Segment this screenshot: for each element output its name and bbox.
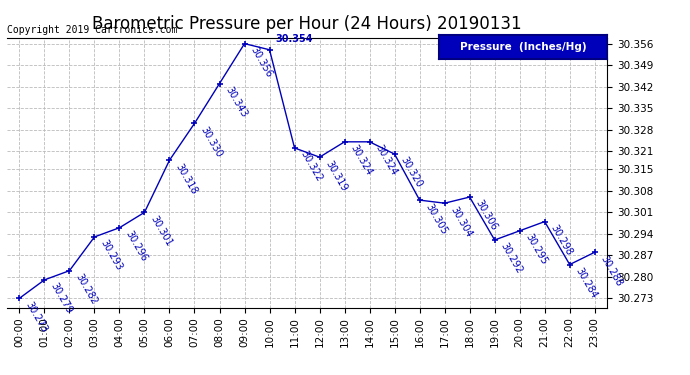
Text: 30.343: 30.343 (224, 85, 249, 119)
Text: 30.295: 30.295 (524, 232, 549, 267)
Text: 30.273: 30.273 (23, 300, 49, 334)
Text: 30.322: 30.322 (299, 149, 324, 184)
Text: 30.296: 30.296 (124, 229, 149, 263)
Text: 30.284: 30.284 (574, 266, 600, 300)
Text: 30.319: 30.319 (324, 159, 349, 193)
Text: 30.356: 30.356 (248, 45, 274, 79)
Text: 30.318: 30.318 (174, 162, 199, 196)
Text: 30.298: 30.298 (549, 223, 574, 257)
Text: 30.288: 30.288 (599, 254, 624, 288)
Text: 30.324: 30.324 (374, 143, 400, 177)
Text: 30.301: 30.301 (148, 214, 174, 248)
Text: 30.293: 30.293 (99, 238, 124, 273)
Text: 30.320: 30.320 (399, 156, 424, 190)
Text: 30.324: 30.324 (348, 143, 374, 177)
Title: Barometric Pressure per Hour (24 Hours) 20190131: Barometric Pressure per Hour (24 Hours) … (92, 15, 522, 33)
Text: 30.282: 30.282 (74, 272, 99, 306)
Text: 30.292: 30.292 (499, 242, 524, 276)
Text: 30.279: 30.279 (48, 281, 75, 316)
Text: Copyright 2019 Cartronics.com: Copyright 2019 Cartronics.com (7, 25, 177, 35)
Text: 30.354: 30.354 (275, 34, 313, 44)
Text: 30.305: 30.305 (424, 201, 449, 236)
Text: 30.304: 30.304 (448, 205, 474, 239)
Text: 30.330: 30.330 (199, 125, 224, 159)
Text: 30.306: 30.306 (474, 198, 500, 232)
